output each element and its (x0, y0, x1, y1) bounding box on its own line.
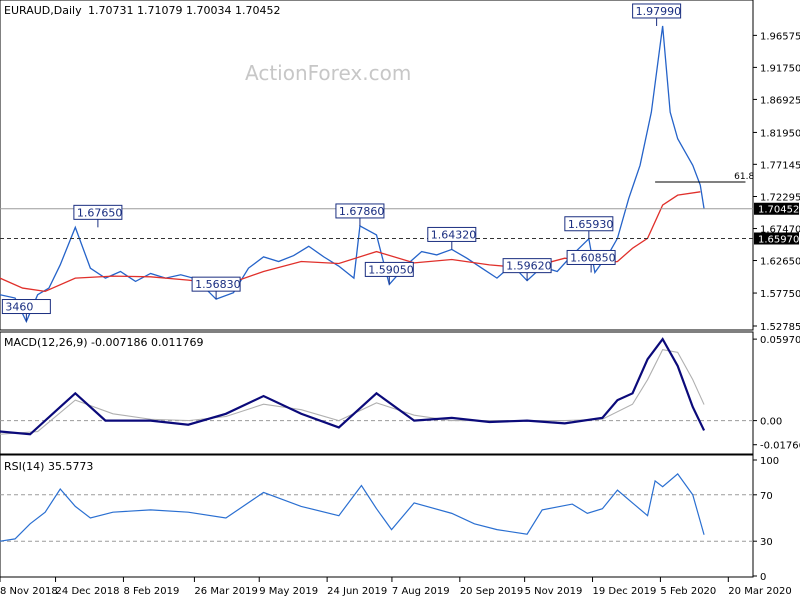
macd-ytick-label-2: -0.017661 (760, 441, 800, 452)
price-ytick-label-5: 1.72295 (760, 193, 800, 204)
callout-label-6: 1.59620 (506, 260, 551, 273)
x-tick-label-2: 8 Feb 2019 (123, 586, 179, 597)
axis-layer: 1.96575 1.91750 1.86925 1.81950 1.77145 1.722… (0, 31, 800, 597)
macd-panel-frame (0, 331, 754, 455)
price-ytick-label-1: 1.91750 (760, 63, 800, 74)
macd-ytick-label-0: 0.059708 (760, 335, 800, 346)
x-tick-label-10: 5 Feb 2020 (660, 586, 716, 597)
macd-line (0, 337, 706, 436)
price-ytick-label-0: 1.96575 (760, 31, 800, 42)
chart-header: EURAUD,Daily (4, 4, 82, 17)
price-layer: 61.8 1.97990 1.67650 1.67860 1.64320 1.65930 1… (0, 3, 754, 324)
callout-label-1: 1.67650 (77, 206, 123, 219)
callout-label-5: 1.60850 (570, 251, 616, 264)
x-tick-label-0: 8 Nov 2018 (0, 586, 58, 597)
callout-label-4: 1.65930 (568, 218, 614, 231)
rsi-ytick-label-3: 0 (760, 572, 766, 583)
rsi-label: RSI(14) 35.5773 (4, 460, 93, 473)
x-tick-label-3: 26 Mar 2019 (194, 586, 257, 597)
price-series-line (0, 25, 705, 324)
macd-signal-line (0, 349, 705, 435)
rsi-line (0, 473, 705, 542)
macd-label: MACD(12,26,9) -0.007186 0.011769 (4, 336, 203, 349)
x-tick-label-8: 5 Nov 2019 (525, 586, 583, 597)
rsi-ytick-label-0: 100 (760, 456, 779, 467)
x-tick-label-4: 9 May 2019 (259, 586, 318, 597)
fib-label: 61.8 (734, 172, 754, 182)
x-tick-label-9: 19 Dec 2019 (593, 586, 657, 597)
watermark: ActionForex.com (245, 61, 411, 85)
callout-label-8: 1.56830 (195, 278, 241, 291)
rsi-panel-frame (0, 454, 754, 578)
callout-label-2: 1.67860 (339, 205, 385, 218)
price-ytick-label-8: 1.57750 (760, 289, 800, 300)
price-ytick-label-3: 1.81950 (760, 128, 800, 139)
x-tick-label-7: 20 Sep 2019 (460, 586, 523, 597)
price-ytick-label-2: 1.86925 (760, 95, 800, 106)
price-ytick-label-4: 1.77145 (760, 160, 800, 171)
price-ytick-label-9: 1.52785 (760, 322, 800, 333)
level-box (754, 232, 799, 245)
price-panel-frame (0, 0, 754, 331)
callout-label-3: 1.64320 (431, 228, 477, 241)
macd-layer: MACD(12,26,9) -0.007186 0.011769 (0, 336, 753, 436)
x-tick-label-11: 20 Mar 2020 (728, 586, 791, 597)
current-price-box (754, 202, 799, 215)
callout-label-7: 1.59050 (368, 263, 414, 276)
ema-series-line (0, 191, 701, 293)
price-ytick-label-6: 1.67470 (760, 225, 800, 236)
rsi-ytick-label-1: 70 (760, 491, 773, 502)
level-label: 1.65970 (758, 234, 799, 245)
x-tick-label-6: 7 Aug 2019 (392, 586, 450, 597)
rsi-ytick-label-2: 30 (760, 537, 773, 548)
rsi-layer: RSI(14) 35.5773 (0, 460, 753, 542)
callout-label-9: 3460 (5, 301, 33, 314)
x-tick-label-5: 24 Jun 2019 (327, 586, 387, 597)
callout-label-0: 1.97990 (636, 5, 682, 18)
chart-ohlc: 1.70731 1.71079 1.70034 1.70452 (88, 4, 280, 17)
price-ytick-label-7: 1.62650 (760, 257, 800, 268)
macd-ytick-label-1: 0.00 (760, 417, 782, 428)
x-tick-label-1: 24 Dec 2018 (56, 586, 120, 597)
current-price-label: 1.70452 (758, 205, 799, 216)
